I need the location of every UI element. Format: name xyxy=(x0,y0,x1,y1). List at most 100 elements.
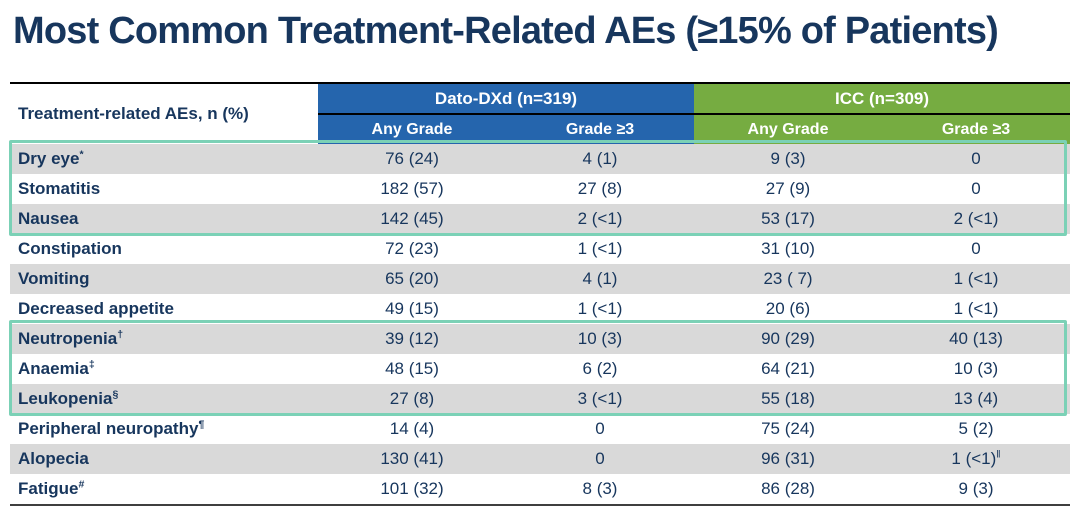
value-cell: 0 xyxy=(882,234,1070,264)
table-row: Neutropenia† 39 (12) 10 (3) 90 (29) 40 (13) xyxy=(10,324,1071,354)
value-text: 1 (<1) xyxy=(577,239,623,258)
value-text: 4 (1) xyxy=(582,149,618,168)
value-text: 13 (4) xyxy=(953,389,999,408)
value-cell: 53 (17) xyxy=(694,204,882,234)
value-text: 8 (3) xyxy=(582,479,618,498)
value-cell: 3 (<1) xyxy=(506,384,694,414)
group-header-dato-dxd: Dato-DXd (n=319) xyxy=(318,82,695,115)
value-cell: 10 (3) xyxy=(506,324,694,354)
value-cell: 1 (<1) xyxy=(882,264,1070,294)
value-text: 27 (8) xyxy=(389,389,435,408)
value-text: 20 (6) xyxy=(765,299,811,318)
value-cell: 86 (28) xyxy=(694,474,883,506)
ae-label: Nausea xyxy=(10,204,318,234)
value-text: 5 (2) xyxy=(958,419,994,438)
footnote-marker: ‖ xyxy=(996,448,1001,461)
value-text: 64 (21) xyxy=(761,359,815,378)
table-row: Nausea 142 (45) 2 (<1) 53 (17) 2 (<1) xyxy=(10,204,1071,234)
ae-label-text: Alopecia xyxy=(18,449,89,468)
value-text: 182 (57) xyxy=(380,179,444,198)
ae-label-text: Peripheral neuropathy xyxy=(18,419,199,438)
value-text: 101 (32) xyxy=(380,479,444,498)
value-text: 142 (45) xyxy=(380,209,444,228)
value-cell: 182 (57) xyxy=(318,174,506,204)
value-cell: 9 (3) xyxy=(882,474,1071,506)
value-cell: 4 (1) xyxy=(506,264,694,294)
value-cell: 1 (<1) xyxy=(506,294,694,324)
value-cell: 101 (32) xyxy=(318,474,506,506)
value-cell: 39 (12) xyxy=(318,324,506,354)
value-cell: 9 (3) xyxy=(694,144,882,174)
footnote-marker: ¶ xyxy=(198,418,205,431)
value-cell: 96 (31) xyxy=(694,444,882,474)
value-cell: 65 (20) xyxy=(318,264,506,294)
value-text: 9 (3) xyxy=(958,479,994,498)
value-cell: 64 (21) xyxy=(694,354,882,384)
value-cell: 55 (18) xyxy=(694,384,882,414)
value-text: 49 (15) xyxy=(385,299,439,318)
subheader-row: Any Grade Grade ≥3 Any Grade Grade ≥3 xyxy=(10,113,1071,144)
ae-label-text: Neutropenia xyxy=(18,329,118,348)
value-text: 0 xyxy=(971,149,981,168)
value-cell: 10 (3) xyxy=(882,354,1070,384)
table-row: Constipation 72 (23) 1 (<1) 31 (10) 0 xyxy=(10,234,1070,264)
ae-label: Vomiting xyxy=(10,264,318,294)
group-header-icc: ICC (n=309) xyxy=(694,82,1071,115)
value-cell: 49 (15) xyxy=(318,294,506,324)
subheader-dato-any-grade: Any Grade xyxy=(318,113,506,144)
ae-label-text: Leukopenia xyxy=(18,389,113,408)
value-cell: 1 (<1) xyxy=(506,234,694,264)
ae-label-text: Constipation xyxy=(18,239,122,258)
value-cell: 5 (2) xyxy=(882,414,1070,444)
row-header-label: Treatment-related AEs, n (%) xyxy=(10,82,318,144)
value-cell: 2 (<1) xyxy=(506,204,694,234)
value-text: 48 (15) xyxy=(385,359,439,378)
ae-label: Dry eye* xyxy=(10,144,318,174)
value-cell: 1 (<1)‖ xyxy=(882,444,1070,474)
value-cell: 40 (13) xyxy=(882,324,1070,354)
subheader-dato-grade3: Grade ≥3 xyxy=(506,113,695,144)
value-text: 2 (<1) xyxy=(953,209,999,228)
ae-table-wrap: Treatment-related AEs, n (%) Dato-DXd (n… xyxy=(9,82,1071,506)
footnote-marker: § xyxy=(112,388,119,401)
value-cell: 0 xyxy=(506,444,694,474)
value-text: 96 (31) xyxy=(761,449,815,468)
ae-label: Neutropenia† xyxy=(10,324,318,354)
ae-label: Anaemia‡ xyxy=(10,354,318,384)
value-cell: 8 (3) xyxy=(506,474,695,506)
value-cell: 48 (15) xyxy=(318,354,506,384)
value-cell: 75 (24) xyxy=(694,414,882,444)
value-cell: 23 ( 7) xyxy=(694,264,882,294)
table-row: Leukopenia§ 27 (8) 3 (<1) 55 (18) 13 (4) xyxy=(10,384,1071,414)
table-row: Dry eye* 76 (24) 4 (1) 9 (3) 0 xyxy=(10,144,1071,174)
value-text: 0 xyxy=(971,179,981,198)
value-text: 0 xyxy=(595,449,605,468)
value-text: 86 (28) xyxy=(761,479,815,498)
ae-label-text: Nausea xyxy=(18,209,79,228)
value-text: 0 xyxy=(971,239,981,258)
value-cell: 1 (<1) xyxy=(882,294,1070,324)
ae-label-text: Anaemia xyxy=(18,359,89,378)
table-row: Alopecia 130 (41) 0 96 (31) 1 (<1)‖ xyxy=(10,444,1071,474)
footnote-marker: ‡ xyxy=(88,358,95,371)
value-cell: 130 (41) xyxy=(318,444,506,474)
value-text: 40 (13) xyxy=(949,329,1003,348)
value-text: 9 (3) xyxy=(770,149,806,168)
table-row: Anaemia‡ 48 (15) 6 (2) 64 (21) 10 (3) xyxy=(10,354,1070,384)
value-cell: 72 (23) xyxy=(318,234,506,264)
value-text: 1 (<1) xyxy=(953,269,999,288)
value-cell: 27 (9) xyxy=(694,174,882,204)
ae-label: Fatigue# xyxy=(10,474,318,506)
value-text: 6 (2) xyxy=(582,359,618,378)
ae-label: Decreased appetite xyxy=(10,294,318,324)
value-text: 1 (<1) xyxy=(953,299,999,318)
value-text: 3 (<1) xyxy=(577,389,623,408)
value-cell: 0 xyxy=(882,174,1070,204)
page-title: Most Common Treatment-Related AEs (≥15% … xyxy=(13,10,999,52)
value-text: 130 (41) xyxy=(380,449,444,468)
ae-label-text: Decreased appetite xyxy=(18,299,174,318)
value-text: 55 (18) xyxy=(761,389,815,408)
value-text: 1 (<1) xyxy=(577,299,623,318)
ae-label: Constipation xyxy=(10,234,318,264)
